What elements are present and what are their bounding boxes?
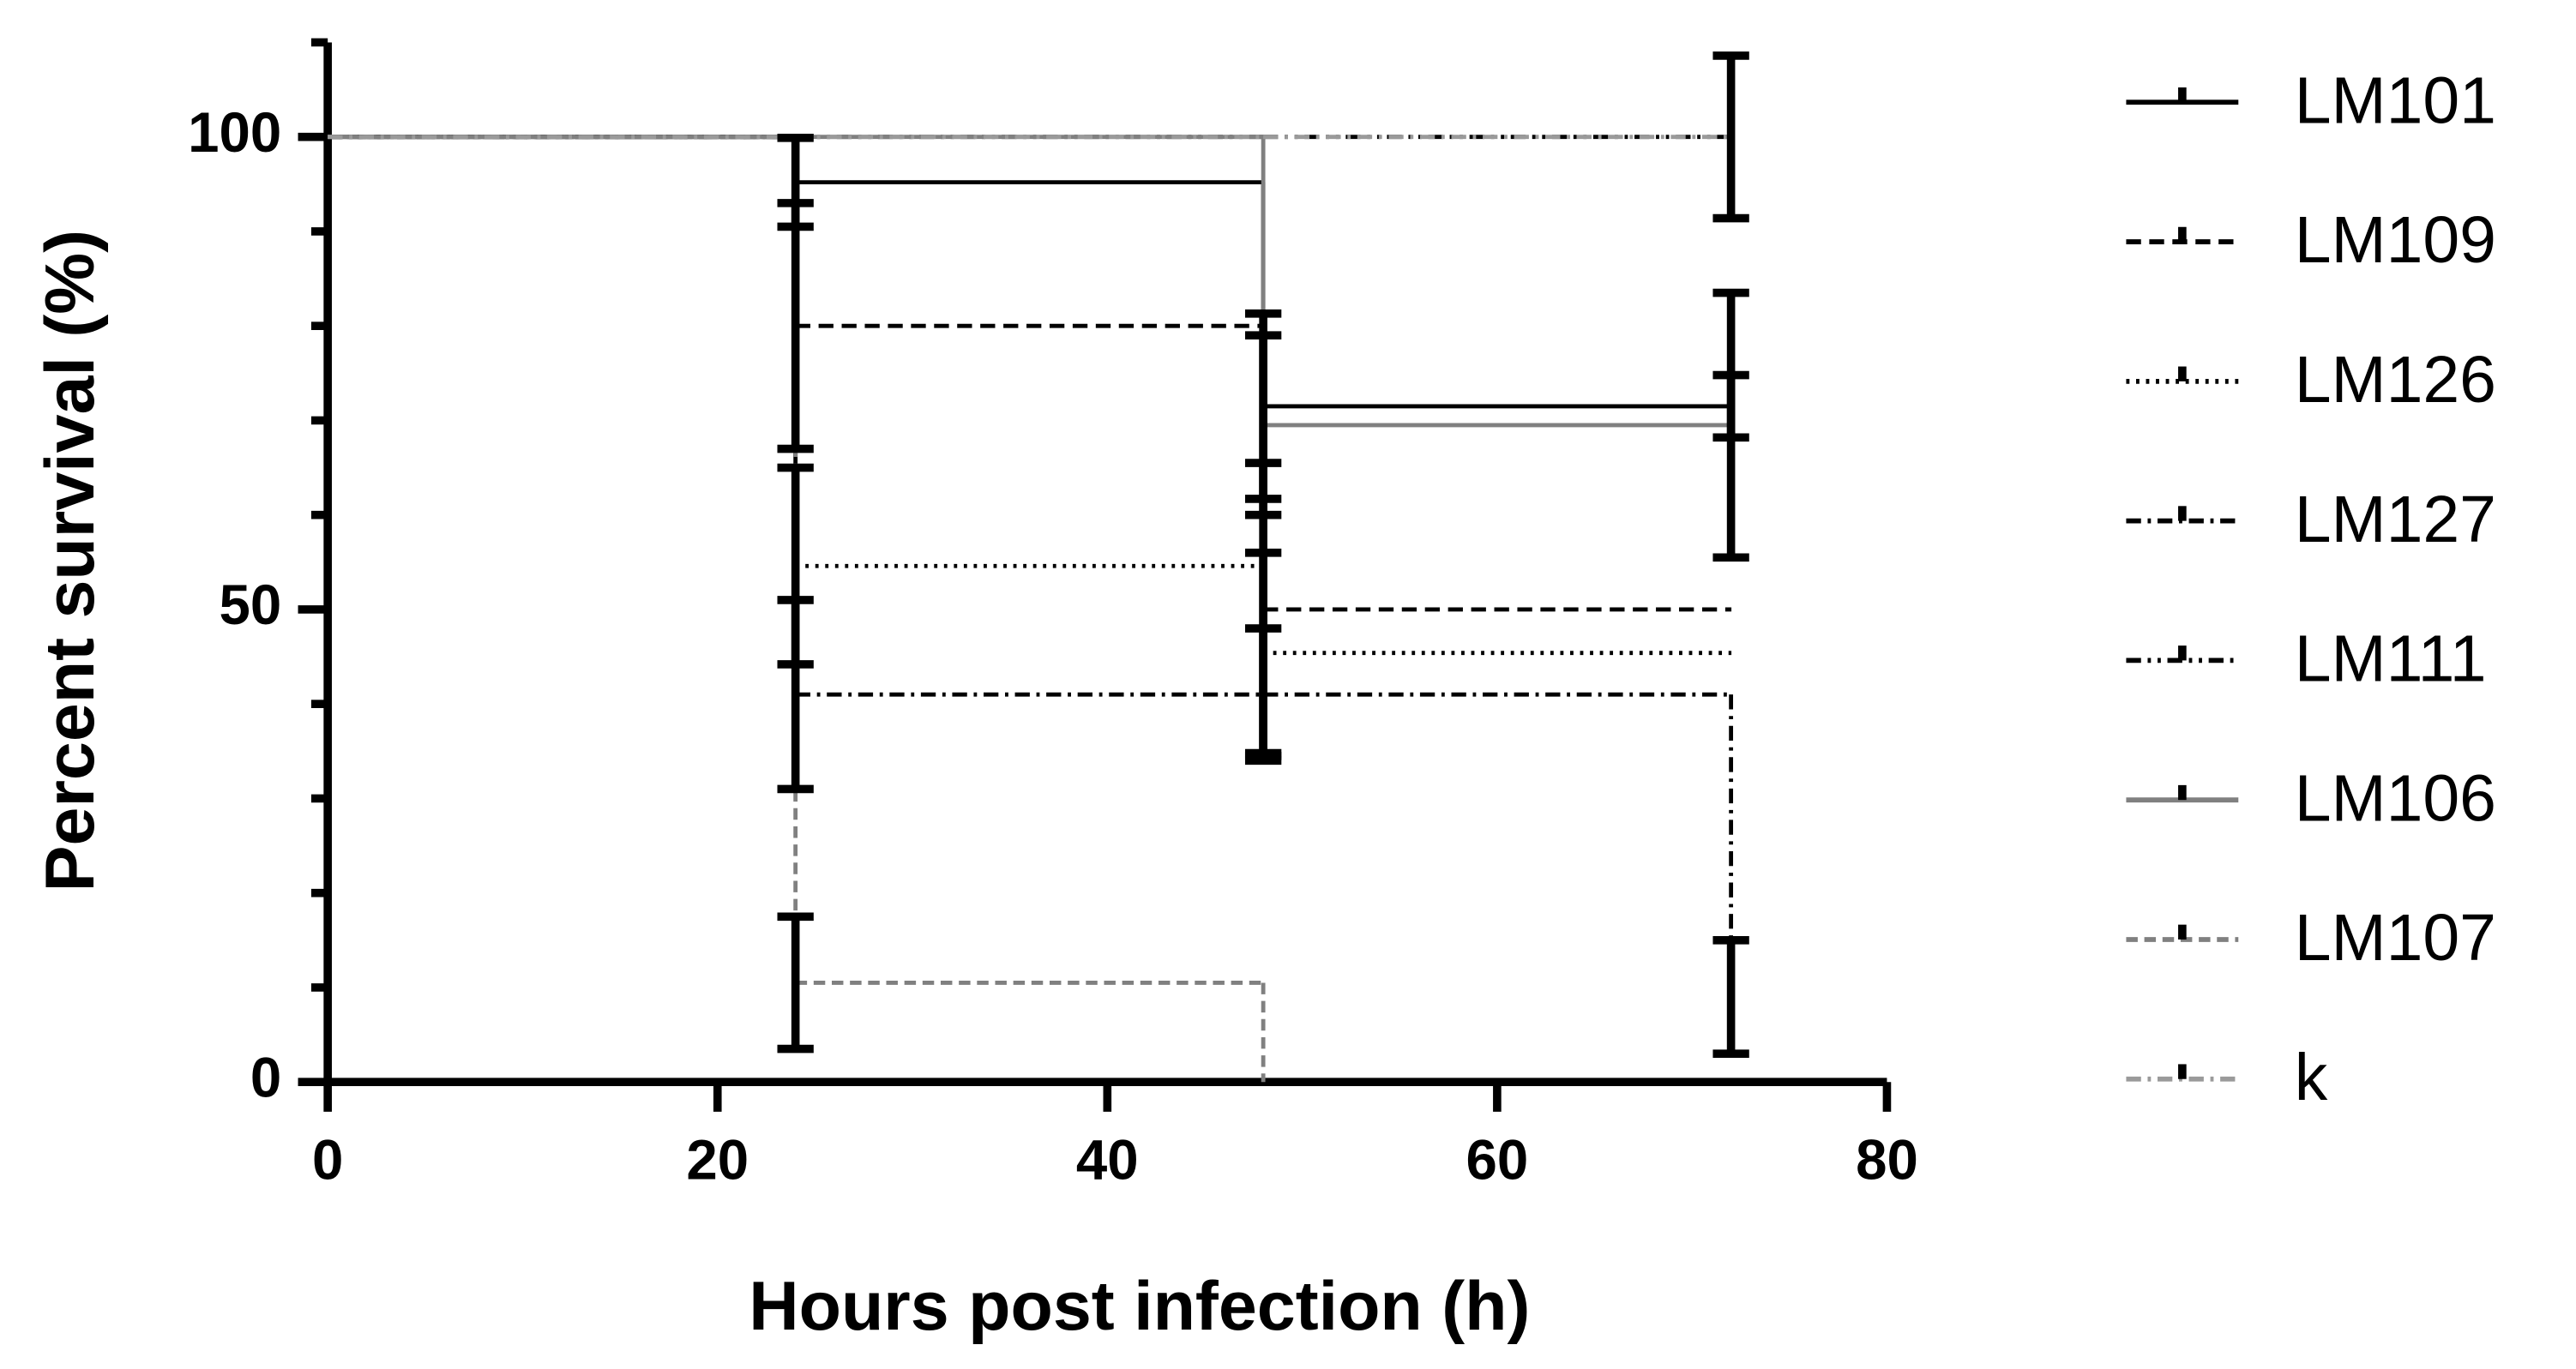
x-axis-title: Hours post infection (h) (749, 1268, 1530, 1345)
x-tick-label: 60 (1466, 1129, 1528, 1192)
error-bar (1712, 51, 1749, 223)
x-tick-label: 40 (1076, 1129, 1139, 1192)
x-tick-label: 20 (686, 1129, 749, 1192)
y-tick-label: 100 (188, 101, 281, 164)
x-tick-label: 0 (312, 1129, 343, 1192)
y-axis-title: Percent survival (%) (32, 230, 109, 892)
legend-label: LM111 (2295, 622, 2487, 696)
error-bar (777, 596, 814, 794)
error-bar (1712, 288, 1749, 562)
legend-label: k (2295, 1041, 2328, 1114)
y-tick-label: 50 (220, 573, 282, 636)
legend-label: LM109 (2295, 203, 2496, 277)
error-bar (1244, 624, 1282, 766)
error-bar (1712, 936, 1749, 1058)
y-tick-label: 0 (250, 1046, 281, 1108)
legend-label: LM127 (2295, 483, 2496, 556)
error-bar (1244, 331, 1282, 519)
error-bar (777, 912, 814, 1054)
legend-label: LM107 (2295, 901, 2496, 975)
x-tick-label: 80 (1856, 1129, 1918, 1192)
legend-label: LM101 (2295, 63, 2496, 137)
legend-label: LM126 (2295, 343, 2496, 417)
legend-label: LM106 (2295, 761, 2496, 835)
error-bar (777, 199, 814, 453)
